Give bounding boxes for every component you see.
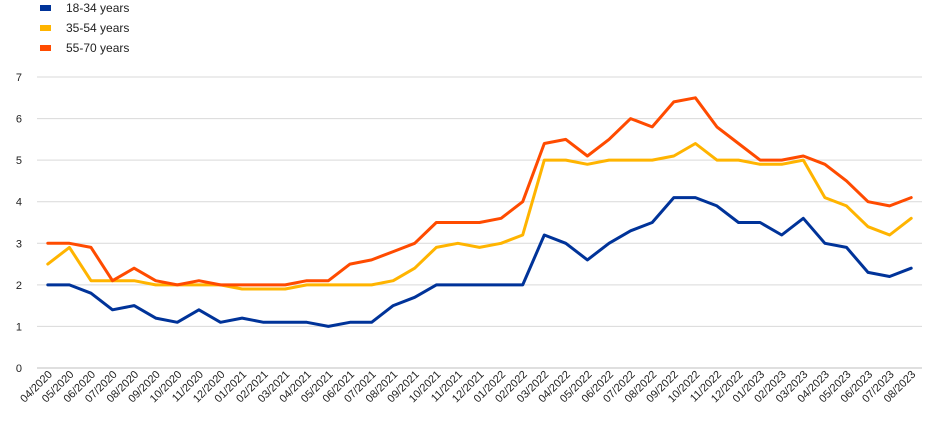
y-tick-label: 2 [16, 280, 22, 292]
series-line-1 [46, 142, 913, 291]
y-tick-label: 6 [16, 114, 22, 126]
legend-swatch-1 [40, 25, 51, 31]
legend-swatch-2 [40, 45, 51, 51]
series-line-2 [46, 96, 913, 287]
y-tick-label: 4 [16, 197, 22, 209]
x-axis: 04/202005/202006/202007/202008/202009/20… [18, 367, 922, 405]
gridlines [37, 76, 922, 327]
y-tick-label: 3 [16, 238, 22, 250]
legend-label-1: 35-54 years [66, 21, 129, 35]
series-line-0 [46, 196, 913, 328]
legend-label-0: 18-34 years [66, 1, 129, 15]
y-axis: 0 1 2 3 4 5 6 7 [16, 72, 22, 375]
y-tick-label: 0 [16, 363, 22, 375]
y-tick-label: 5 [16, 155, 22, 167]
legend: 18-34 years 35-54 years 55-70 years [40, 1, 129, 55]
y-tick-label: 1 [16, 321, 22, 333]
series-group [46, 96, 913, 328]
legend-swatch-0 [40, 5, 51, 11]
legend-label-2: 55-70 years [66, 41, 129, 55]
y-tick-label: 7 [16, 72, 22, 84]
